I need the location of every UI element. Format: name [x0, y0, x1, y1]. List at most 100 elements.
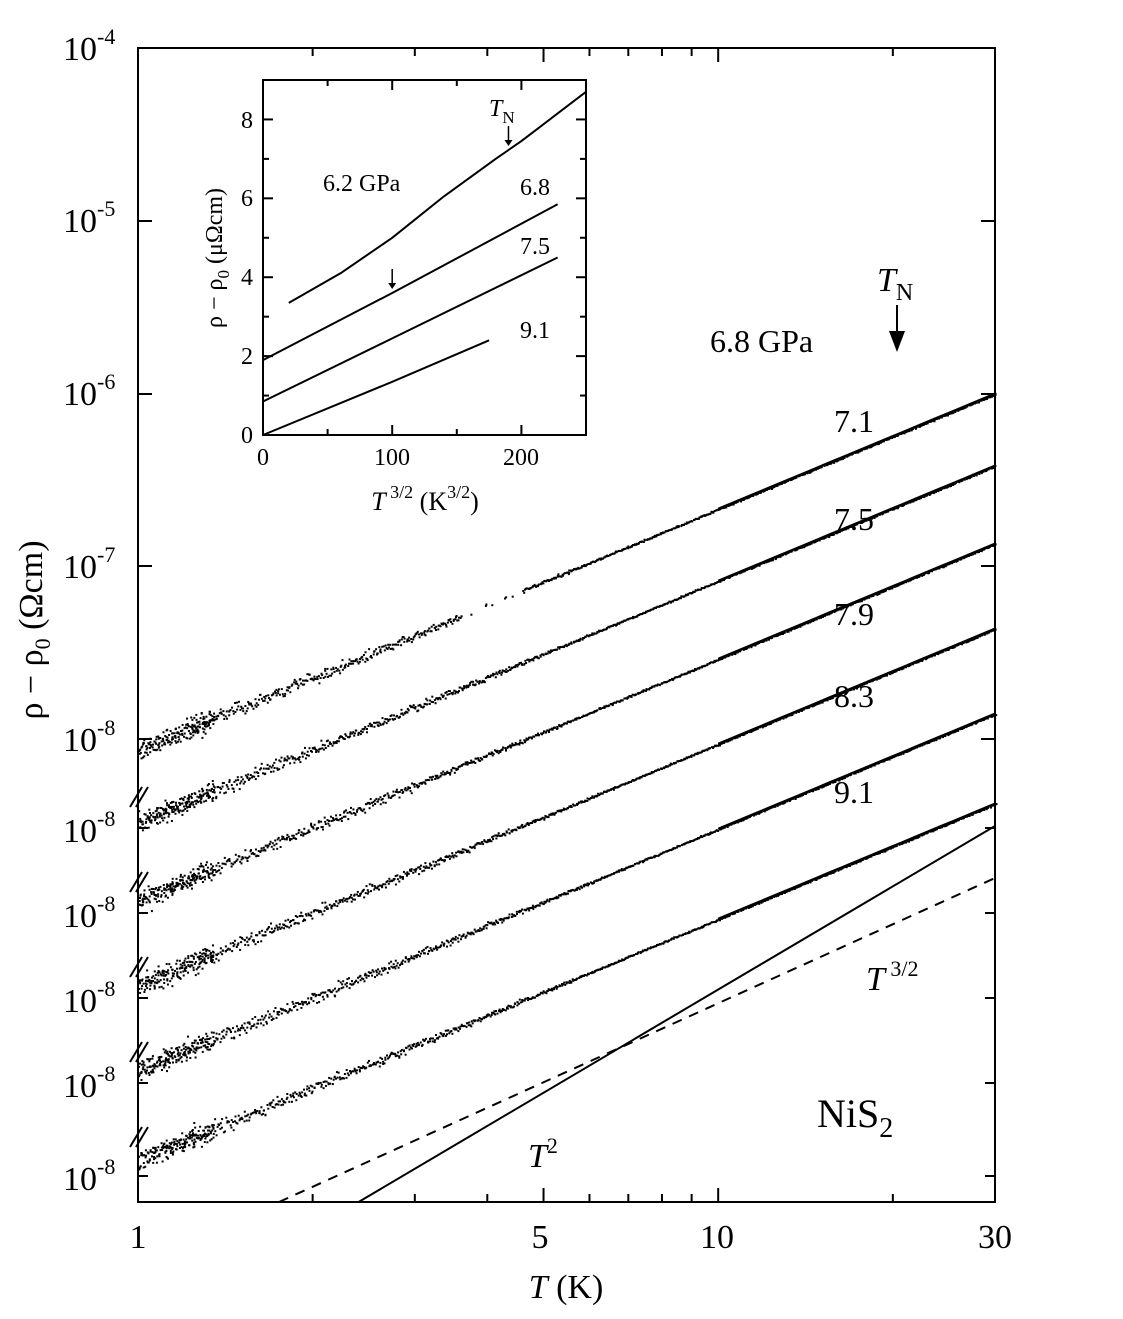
data-point	[150, 745, 153, 748]
data-point	[922, 423, 925, 426]
data-point	[976, 551, 979, 554]
data-point	[183, 805, 185, 808]
data-point	[202, 718, 205, 720]
data-point	[423, 869, 426, 872]
data-point	[535, 585, 537, 588]
data-point	[171, 811, 174, 814]
data-point	[563, 646, 565, 649]
data-point	[312, 747, 315, 750]
data-point	[418, 782, 421, 785]
data-point	[198, 720, 201, 723]
data-point	[355, 980, 358, 982]
data-point	[257, 703, 260, 706]
data-point	[331, 744, 334, 747]
data-point	[533, 583, 536, 586]
data-point	[267, 844, 270, 847]
data-point	[958, 408, 961, 411]
data-point	[541, 902, 544, 905]
data-point	[502, 918, 504, 921]
data-point	[469, 845, 472, 848]
data-point	[434, 702, 437, 705]
data-point	[321, 825, 324, 828]
data-point	[734, 736, 737, 739]
data-point	[642, 541, 645, 543]
data-point	[247, 944, 250, 947]
data-point	[419, 782, 422, 785]
data-point	[191, 718, 194, 721]
data-point	[392, 963, 395, 966]
data-point	[388, 646, 391, 649]
data-point	[198, 877, 201, 880]
data-point	[538, 904, 541, 907]
data-point	[335, 814, 338, 817]
data-point	[179, 802, 182, 805]
data-point	[505, 668, 508, 671]
data-point	[973, 475, 976, 477]
data-point	[149, 737, 152, 740]
data-point	[324, 906, 327, 909]
data-point	[148, 981, 151, 984]
data-point	[653, 856, 656, 859]
data-point	[582, 884, 585, 887]
data-point	[221, 862, 224, 865]
data-point	[502, 833, 505, 836]
data-point	[609, 874, 612, 877]
data-point	[155, 887, 158, 889]
data-point	[355, 658, 358, 661]
data-point	[750, 646, 753, 649]
data-point	[178, 811, 181, 814]
data-point	[204, 725, 207, 728]
data-point	[400, 789, 403, 792]
data-point	[209, 868, 212, 871]
data-point	[920, 496, 922, 499]
data-point	[563, 722, 566, 725]
data-point	[267, 767, 270, 770]
data-point	[580, 800, 582, 803]
data-point	[211, 780, 214, 782]
data-point	[686, 522, 689, 525]
data-point	[491, 604, 494, 607]
data-point	[161, 744, 164, 747]
data-point	[412, 871, 415, 874]
data-point	[313, 746, 316, 749]
data-point	[565, 808, 568, 811]
data-point	[294, 758, 297, 761]
data-point	[388, 880, 391, 883]
data-point	[150, 910, 153, 913]
data-point	[188, 796, 191, 798]
data-point	[144, 813, 147, 816]
data-point	[209, 713, 212, 716]
data-point	[546, 652, 549, 655]
data-point	[702, 514, 705, 517]
data-point	[138, 900, 141, 902]
data-point	[550, 813, 553, 816]
data-point	[468, 684, 471, 686]
data-point	[304, 913, 307, 916]
data-point	[321, 913, 324, 916]
data-point	[583, 715, 586, 717]
data-point	[518, 662, 521, 665]
data-point	[224, 945, 227, 948]
data-point	[779, 555, 782, 558]
data-point	[184, 957, 187, 960]
data-point	[347, 818, 350, 821]
data-point	[873, 516, 876, 519]
data-point	[337, 740, 340, 743]
data-point	[195, 713, 198, 716]
data-point	[708, 662, 711, 665]
data-point	[163, 816, 166, 819]
data-point	[612, 788, 615, 791]
data-point	[450, 855, 453, 858]
data-point	[382, 883, 385, 886]
data-point	[398, 880, 401, 883]
data-point	[609, 553, 612, 556]
data-point	[580, 801, 583, 804]
data-point	[815, 703, 818, 706]
data-point	[671, 763, 674, 766]
data-point	[291, 683, 294, 686]
data-point	[707, 513, 710, 516]
data-point	[227, 788, 230, 790]
data-point	[255, 705, 258, 708]
data-point	[589, 712, 592, 715]
data-point	[308, 831, 311, 834]
